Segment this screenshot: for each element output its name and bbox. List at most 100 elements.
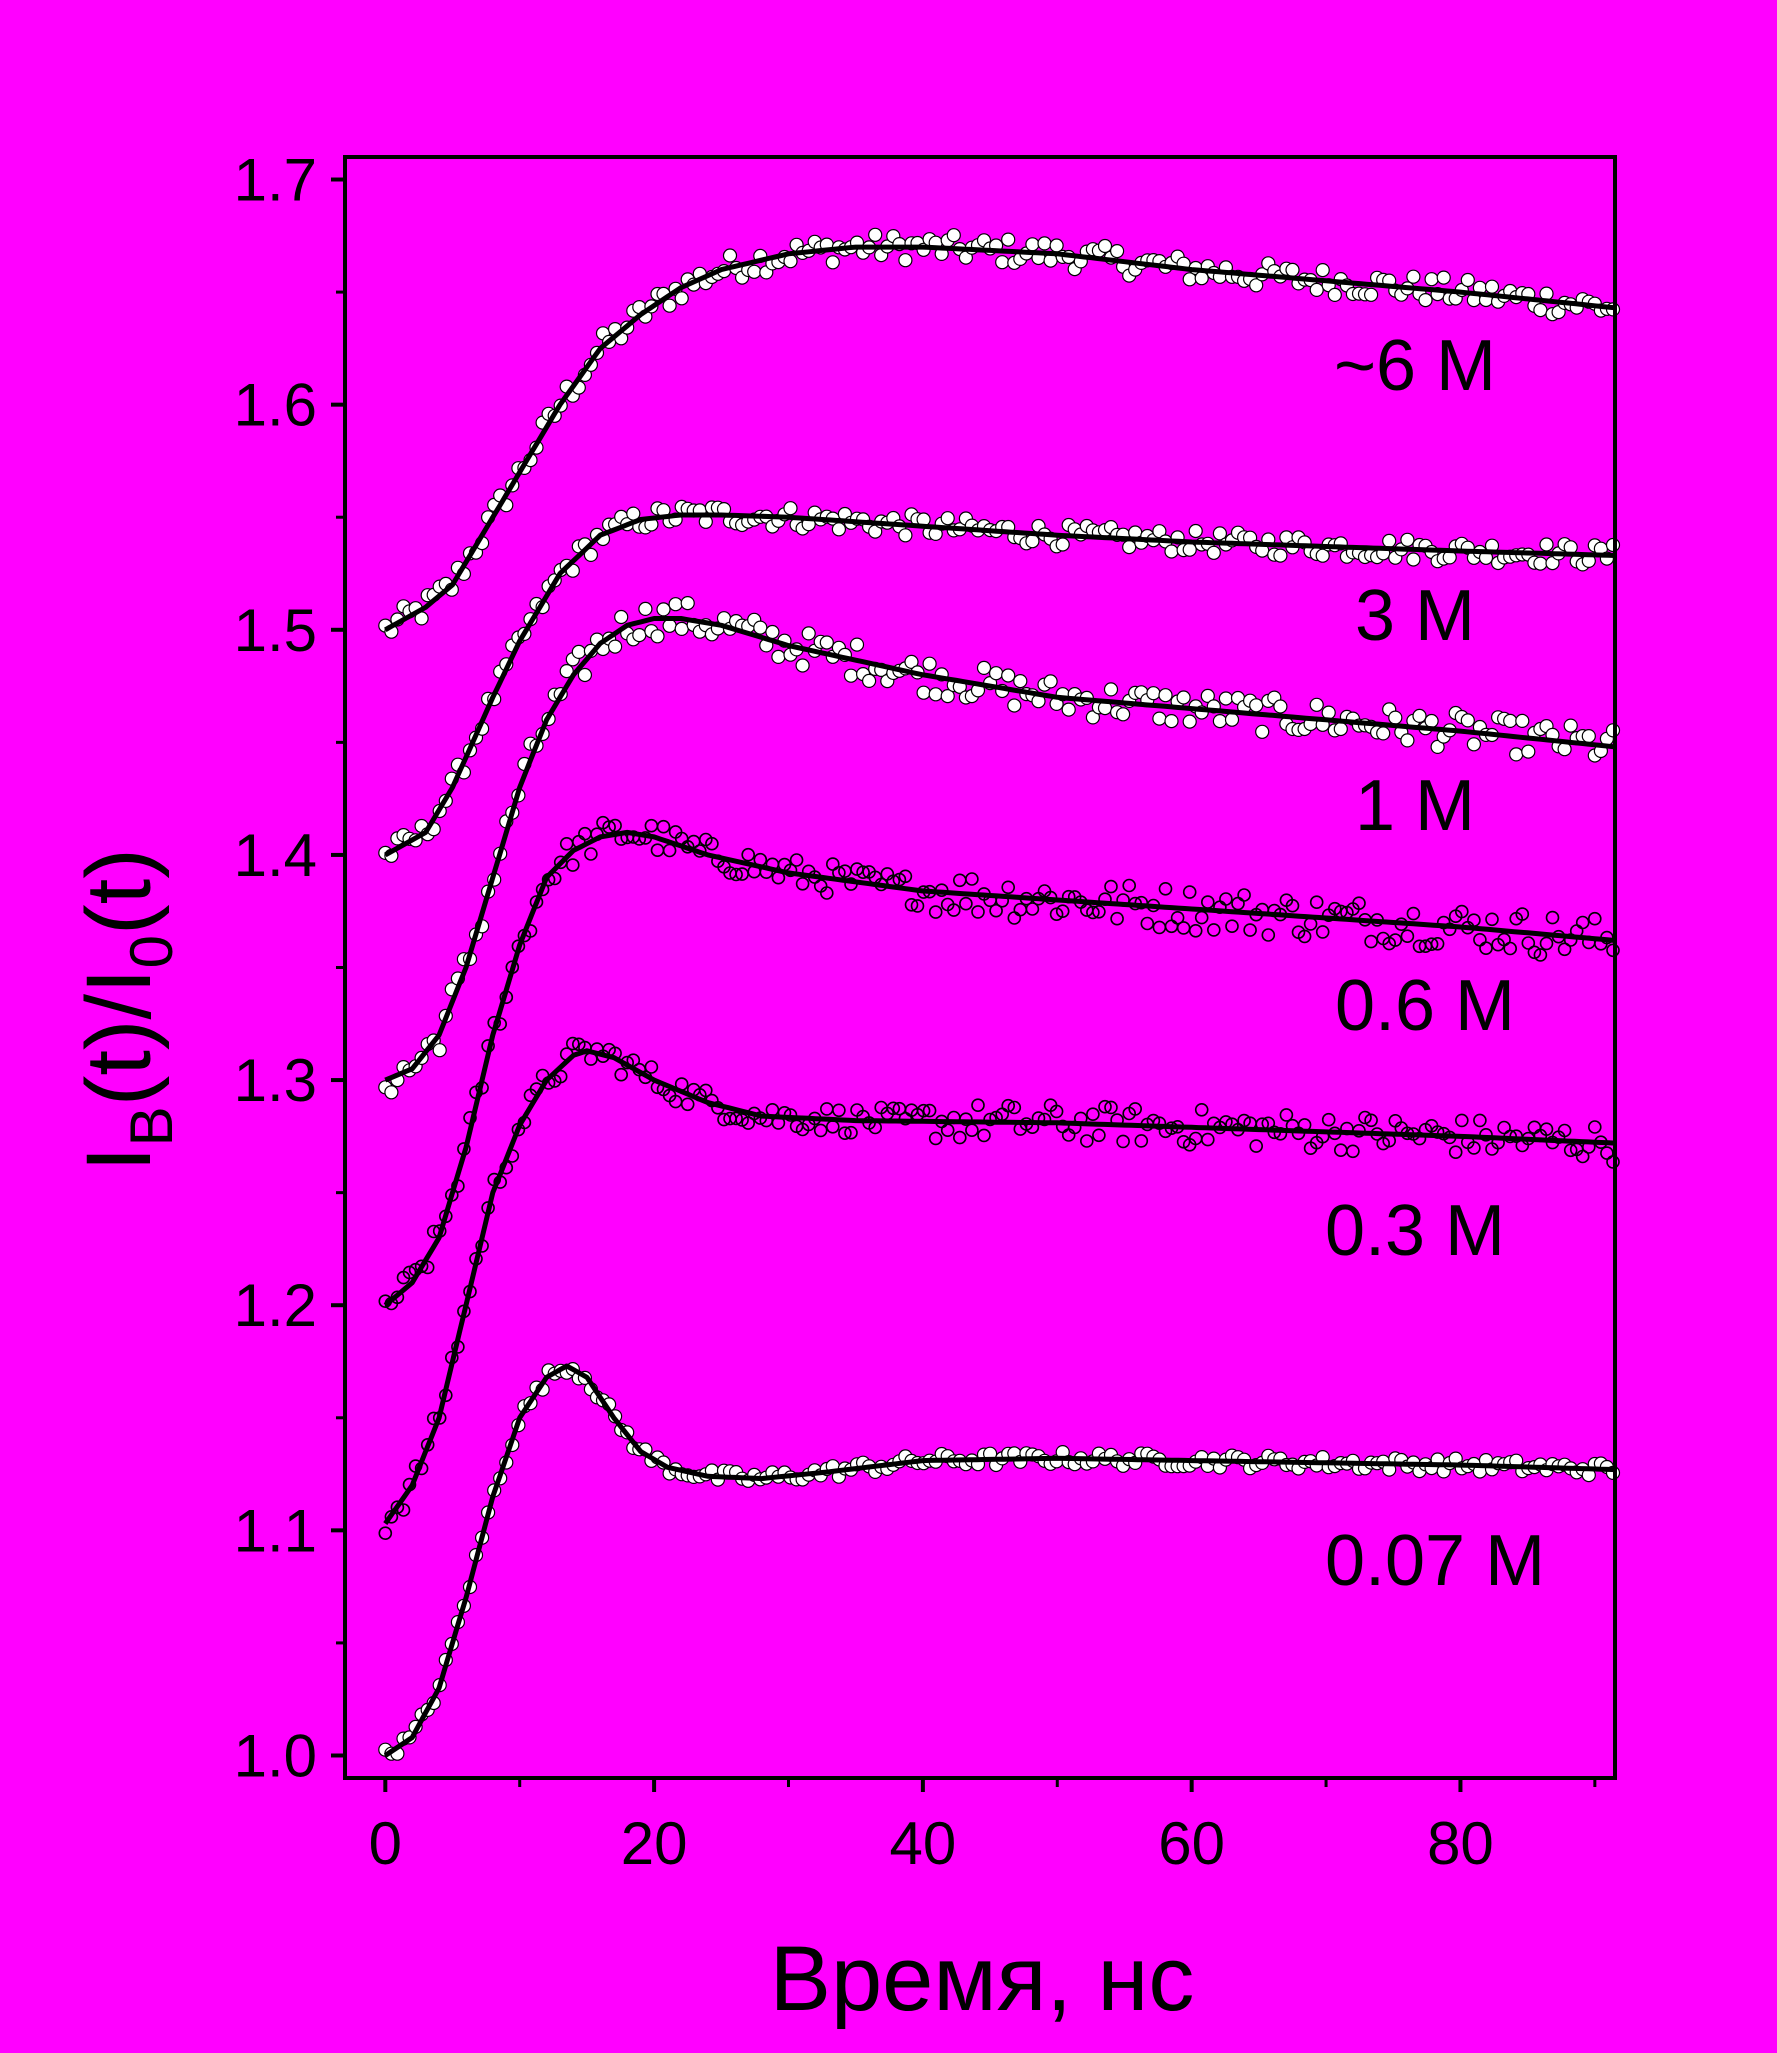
fit-line [383,1048,1616,1526]
data-point [1400,929,1415,944]
data-point [1218,691,1234,706]
series-5 [378,1361,1621,1761]
data-point [1055,904,1070,919]
x-tick-label: 40 [890,1810,957,1877]
data-point [1001,668,1016,683]
fit-line [383,829,1616,1308]
data-point [1406,269,1421,284]
data-point [1049,1104,1064,1119]
data-point [1164,919,1179,934]
data-point [1467,1141,1481,1155]
data-point [608,818,622,833]
data-point [1188,923,1203,938]
fit-line [384,616,1616,1083]
data-point [1581,728,1596,744]
data-point [1539,537,1554,552]
data-point [1297,929,1312,944]
data-point [1400,532,1415,547]
data-point [674,291,689,306]
data-point [898,869,913,884]
data-point [1188,523,1203,539]
data-point [1110,911,1124,926]
data-point [1285,898,1300,913]
data-point [1467,913,1481,928]
data-point [1328,901,1342,916]
data-point [741,847,756,862]
x-tick-label: 60 [1158,1810,1225,1877]
labels: Время, нс IB(t)/I0(t) ~6 M 3 M 1 M 0.6 M 0.3 M… [68,326,1545,2030]
data-point [904,654,919,670]
data-point [1575,915,1590,930]
data-point [922,656,937,671]
data-point [1182,885,1197,899]
data-point [1212,526,1228,541]
data-point [1128,1102,1142,1116]
data-point [1007,698,1022,713]
data-point [928,687,943,702]
data-point [1273,548,1288,563]
data-point [819,635,834,650]
data-point [940,688,955,704]
x-axis-title: Время, нс [770,1928,1195,2030]
data-point [1249,278,1264,293]
data-point [825,255,840,270]
y-tick-label: 1.2 [234,1272,317,1339]
data-point [1104,879,1118,894]
data-point [1484,279,1500,294]
data-point [1279,1108,1294,1122]
data-point [1515,713,1530,729]
data-point [565,858,580,872]
data-point [1207,923,1221,937]
data-point [1158,881,1173,896]
data-point [1007,911,1022,925]
data-point [856,865,870,880]
data-point [946,903,961,917]
data-point [1309,697,1324,712]
data-point [1588,911,1602,926]
data-point [1315,548,1330,563]
data-point [928,905,943,919]
data-point [1255,724,1270,739]
data-point [783,501,798,516]
data-point [1455,1113,1469,1128]
data-point [765,624,780,640]
data-point [959,896,973,911]
data-point [1025,902,1040,916]
series-0 [378,227,1621,639]
data-point [1448,1145,1463,1159]
data-point [989,903,1003,918]
y-tick-label: 1.0 [234,1722,317,1789]
data-point [1122,539,1137,555]
data-point [1327,287,1342,302]
data-point [983,1112,997,1127]
data-point [414,1259,429,1274]
axes: 1.0 1.1 1.2 1.3 1.4 1.5 1.6 1.7 0 20 40 60 80 [234,147,1617,1877]
data-point [819,1102,834,1116]
y-tick-label: 1.1 [234,1497,317,1564]
data-point [1600,1146,1614,1160]
data-point [1455,904,1469,919]
data-point [577,667,593,683]
data-point [940,511,955,526]
data-point [722,248,738,263]
data-point [1122,878,1136,893]
data-point [1243,923,1257,937]
data-point [1061,1128,1076,1142]
data-point [571,644,586,660]
data-point [1025,534,1040,549]
data-point [1176,690,1191,705]
data-point [977,1128,991,1143]
data-point [940,1123,955,1137]
data-point [1509,747,1524,762]
data-point [698,1083,713,1098]
data-point [898,528,913,543]
series-label: ~6 M [1334,326,1496,406]
data-point [432,1043,447,1058]
data-point [1170,910,1185,925]
data-point [1037,1112,1052,1127]
data-point [1273,699,1288,714]
data-point [1103,682,1119,697]
data-point [1588,1120,1602,1134]
data-point [904,897,919,912]
